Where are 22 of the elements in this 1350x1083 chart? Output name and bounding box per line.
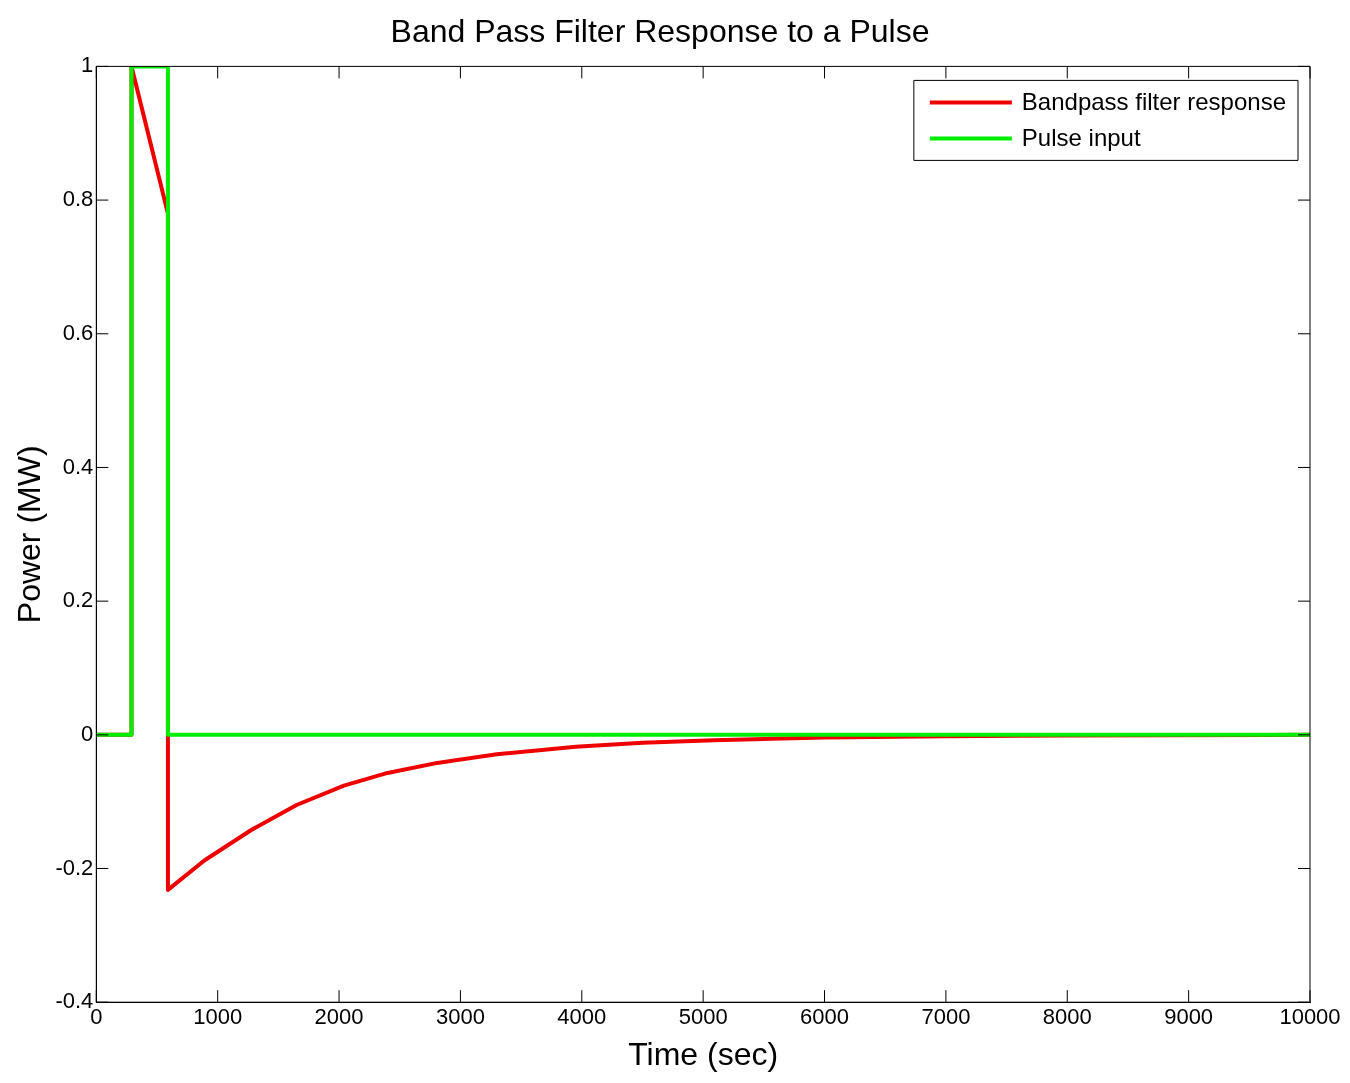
x-tick-label: 4000 [557, 1004, 607, 1030]
y-tick-label: 1 [81, 52, 94, 78]
x-tick-label: 3000 [435, 1004, 485, 1030]
x-tick-label: 5000 [678, 1004, 728, 1030]
x-tick-label: 8000 [1042, 1004, 1092, 1030]
x-tick-label: 10000 [1279, 1004, 1341, 1030]
y-tick-label: 0.4 [62, 453, 94, 479]
x-tick-label: 1000 [193, 1004, 243, 1030]
y-tick-label: -0.2 [55, 854, 94, 880]
x-tick-label: 6000 [800, 1004, 849, 1030]
y-tick-label: 0 [81, 720, 94, 746]
legend-label: Bandpass filter response [1021, 88, 1286, 116]
y-tick-label: 0.6 [62, 319, 94, 345]
x-axis-title: Time (sec) [628, 1035, 779, 1072]
legend-label: Pulse input [1021, 124, 1141, 152]
y-axis-title: Power (MW) [11, 445, 48, 624]
x-tick-label: 9000 [1164, 1004, 1214, 1030]
y-tick-label: 0.8 [62, 186, 94, 212]
x-tick-label: 7000 [921, 1004, 971, 1030]
chart-title: Band Pass Filter Response to a Pulse [390, 13, 930, 50]
y-tick-label: 0.2 [62, 587, 94, 613]
x-tick-label: 2000 [314, 1004, 364, 1030]
